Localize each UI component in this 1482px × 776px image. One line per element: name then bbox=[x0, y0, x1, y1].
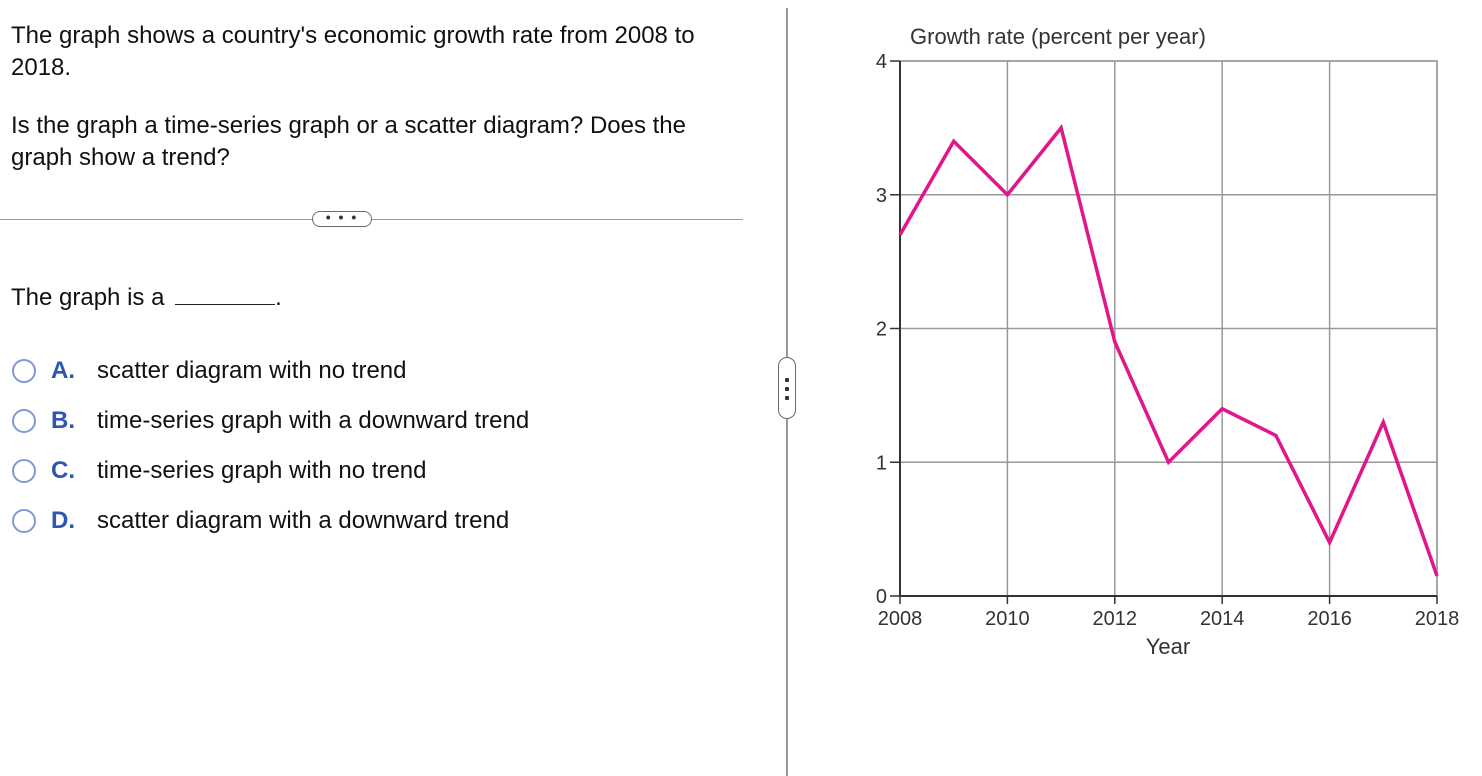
question-line-2: Is the graph a time-series graph or a sc… bbox=[11, 112, 686, 171]
grip-dot-icon bbox=[785, 396, 789, 400]
x-axis-label: Year bbox=[1146, 634, 1190, 659]
x-tick-label: 2014 bbox=[1200, 608, 1245, 630]
growth-rate-line bbox=[898, 124, 1439, 577]
grip-dot-icon bbox=[785, 387, 789, 391]
y-tick-label: 1 bbox=[876, 452, 887, 474]
y-tick-label: 0 bbox=[876, 586, 887, 608]
growth-rate-chart: 2008 2010 2012 2014 2016 2018 0 1 2 3 4 Growth rat… bbox=[876, 24, 1459, 659]
option-text: scatter diagram with a downward trend bbox=[97, 507, 510, 534]
question-text: The graph shows a country's economic gro… bbox=[11, 20, 751, 200]
option-text: time-series graph with no trend bbox=[97, 457, 427, 484]
x-tick-label: 2010 bbox=[985, 608, 1030, 630]
radio-icon[interactable] bbox=[12, 359, 36, 383]
option-letter: A. bbox=[51, 357, 75, 384]
question-line-1: The graph shows a country's economic gro… bbox=[11, 22, 695, 81]
splitter-drag-handle[interactable] bbox=[778, 357, 796, 419]
answer-prompt: The graph is a . bbox=[11, 280, 282, 313]
x-tick-label: 2018 bbox=[1415, 608, 1460, 630]
chart-grid bbox=[899, 60, 1438, 597]
y-tick-label: 2 bbox=[876, 319, 887, 341]
option-letter: C. bbox=[51, 457, 75, 484]
option-text: time-series graph with a downward trend bbox=[97, 407, 530, 434]
option-a[interactable]: A. scatter diagram with no trend bbox=[12, 346, 529, 396]
grip-dot-icon bbox=[785, 378, 789, 382]
option-c[interactable]: C. time-series graph with no trend bbox=[12, 446, 529, 496]
x-tick-label: 2016 bbox=[1307, 608, 1352, 630]
answer-options: A. scatter diagram with no trend B. time… bbox=[12, 346, 529, 546]
y-tick-label: 3 bbox=[876, 185, 887, 207]
x-tick-label: 2008 bbox=[878, 608, 923, 630]
chart-ticks: 2008 2010 2012 2014 2016 2018 0 1 2 3 4 bbox=[876, 51, 1459, 630]
option-text: scatter diagram with no trend bbox=[97, 357, 407, 384]
chart-series bbox=[898, 124, 1439, 577]
question-panel: The graph shows a country's economic gro… bbox=[0, 20, 751, 546]
y-tick-label: 4 bbox=[876, 51, 887, 73]
x-tick-label: 2012 bbox=[1093, 608, 1138, 630]
answer-blank bbox=[175, 280, 276, 305]
expand-more-button[interactable]: • • • bbox=[312, 210, 372, 227]
radio-icon[interactable] bbox=[12, 459, 36, 483]
option-b[interactable]: B. time-series graph with a downward tre… bbox=[12, 396, 529, 446]
radio-icon[interactable] bbox=[12, 409, 36, 433]
option-letter: D. bbox=[51, 507, 75, 534]
option-d[interactable]: D. scatter diagram with a downward trend bbox=[12, 496, 529, 546]
prompt-text: The graph is a bbox=[11, 284, 165, 311]
option-letter: B. bbox=[51, 407, 75, 434]
chart-title: Growth rate (percent per year) bbox=[910, 24, 1206, 49]
radio-icon[interactable] bbox=[12, 509, 36, 533]
prompt-period: . bbox=[275, 284, 282, 311]
